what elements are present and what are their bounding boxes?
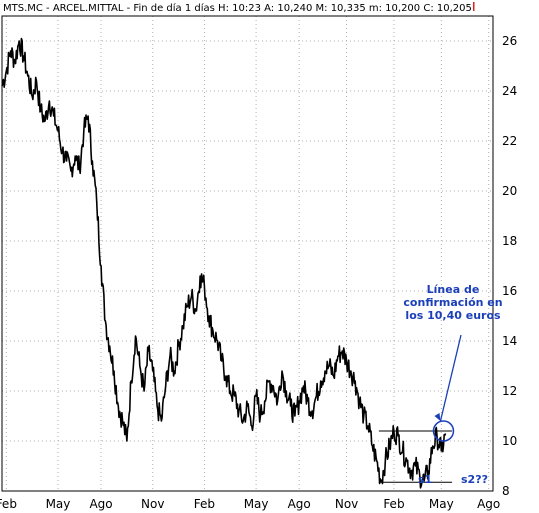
confirmation-label-line2: confirmación en xyxy=(403,296,502,309)
header-name: ARCEL.MITTAL xyxy=(53,3,124,14)
x-tick-label: May xyxy=(244,497,269,511)
y-tick-label: 10 xyxy=(502,434,517,448)
price-line xyxy=(1,37,447,489)
plot-frame xyxy=(1,15,494,492)
confirmation-arrow xyxy=(439,334,462,422)
price-series xyxy=(1,37,447,489)
header-text: MTS.MC - ARCEL.MITTAL - Fin de día 1 día… xyxy=(3,2,472,14)
header-high: H: 10:23 xyxy=(218,3,261,14)
x-tick-label: May xyxy=(429,497,454,511)
label-s2: s2?? xyxy=(461,473,488,486)
header-period: Fin de día 1 días xyxy=(133,2,214,14)
y-tick-label: 26 xyxy=(502,34,517,48)
x-tick-label: Feb xyxy=(194,497,215,511)
confirmation-label-line3: los 10,40 euros xyxy=(405,309,501,322)
header-close: C: 10,205 xyxy=(423,3,472,14)
y-tick-label: 12 xyxy=(502,384,517,398)
header-open: A: 10,240 xyxy=(264,3,312,14)
x-tick-label: Ago xyxy=(477,497,500,511)
pattern-overlays xyxy=(378,334,462,483)
confirmation-arrowhead xyxy=(434,413,441,421)
y-tick-labels: 8 10 12 14 16 18 20 22 24 26 xyxy=(502,34,517,498)
y-tick-label: 8 xyxy=(502,484,510,498)
y-tick-label: 16 xyxy=(502,284,517,298)
x-tick-label: Nov xyxy=(141,497,164,511)
x-tick-label: Feb xyxy=(0,497,17,511)
label-s1: s1 xyxy=(418,473,432,486)
header-marker xyxy=(473,2,475,11)
axes xyxy=(1,15,494,492)
breakout-circle xyxy=(432,420,455,442)
x-tick-label: Feb xyxy=(383,497,404,511)
x-tick-label: Ago xyxy=(288,497,311,511)
x-tick-label: May xyxy=(46,497,71,511)
y-tick-label: 18 xyxy=(502,234,517,248)
y-tick-label: 20 xyxy=(502,184,517,198)
x-tick-label: Ago xyxy=(89,497,112,511)
header-symbol: MTS.MC xyxy=(3,3,43,14)
y-tick-label: 22 xyxy=(502,134,517,148)
y-tick-label: 24 xyxy=(502,84,517,98)
x-tick-label: Nov xyxy=(335,497,358,511)
x-tick-labels: Feb May Ago Nov Feb May Ago Nov Feb May Ago xyxy=(0,497,500,511)
header-max: M: 10,335 xyxy=(316,3,366,14)
header-min: m: 10,200 xyxy=(369,3,420,14)
confirmation-label-line1: Línea de xyxy=(427,283,480,296)
y-tick-label: 14 xyxy=(502,334,517,348)
